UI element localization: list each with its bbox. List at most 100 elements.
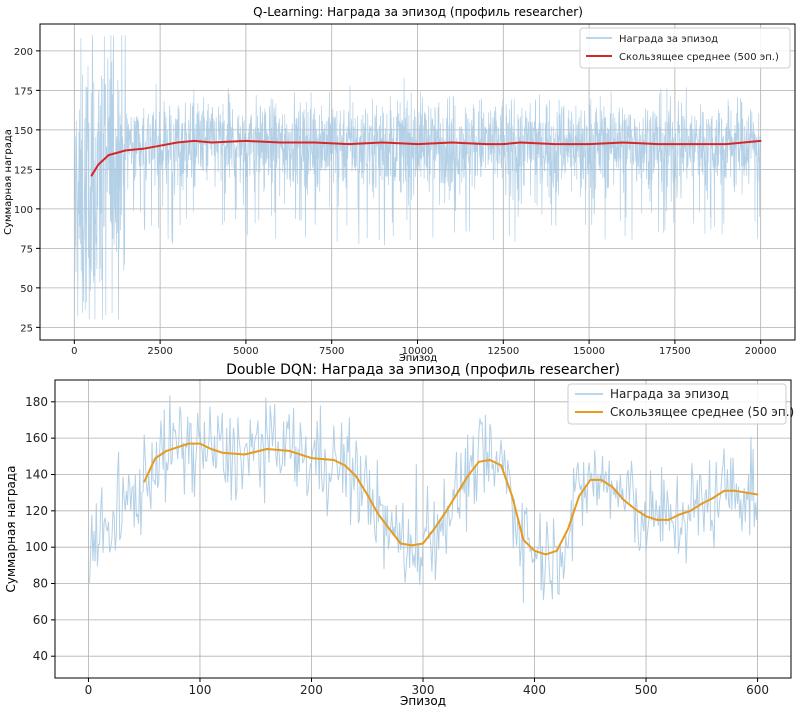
moving-average-point (382, 141, 385, 144)
y-tick-label: 120 (25, 504, 48, 518)
moving-average-point (366, 493, 369, 496)
moving-average-point (633, 508, 636, 510)
moving-average-point (210, 141, 213, 144)
legend-box (579, 27, 791, 69)
y-tick-label: 180 (25, 395, 48, 409)
legend-label-ma: Скользящее среднее (50 эп.) (610, 405, 794, 419)
moving-average-point (712, 497, 714, 500)
legend-label-ma: Скользящее среднее (500 эп.) (619, 52, 779, 63)
moving-average-point (745, 491, 748, 494)
moving-average-point (97, 163, 100, 166)
x-tick-label: 0 (71, 346, 77, 357)
y-tick-label: 125 (14, 165, 33, 176)
moving-average-point (567, 528, 569, 530)
x-tick-label: 300 (412, 683, 435, 697)
x-axis-label: Эпизод (399, 353, 437, 364)
moving-average-point (347, 143, 350, 145)
moving-average-point (142, 147, 144, 150)
moving-average-point (124, 149, 127, 152)
moving-average-series (90, 139, 762, 177)
moving-average-point (588, 143, 590, 145)
x-tick-label: 100 (189, 683, 212, 697)
moving-average-point (477, 460, 480, 463)
y-tick-labels: 40 60 80 100 120 140 160 180 (25, 395, 55, 663)
moving-average-point (107, 154, 110, 157)
moving-average-point (578, 495, 581, 498)
moving-average-point (455, 493, 458, 496)
moving-average-point (759, 140, 762, 142)
x-tick-label: 12500 (487, 346, 519, 357)
legend: Награда за эпизод Скользящее среднее (50… (579, 27, 791, 69)
y-tick-label: 160 (25, 431, 48, 445)
x-tick-labels: 0 100 200 300 400 500 600 (85, 678, 769, 697)
moving-average-point (656, 519, 659, 521)
moving-average-point (199, 442, 201, 445)
x-tick-label: 10000 (402, 346, 434, 357)
moving-average-point (511, 495, 514, 498)
y-tick-label: 200 (14, 47, 33, 58)
y-tick-label: 175 (14, 86, 33, 97)
y-axis-label: Суммарная награда (3, 129, 14, 235)
moving-average-point (502, 143, 505, 145)
y-tick-label: 75 (20, 244, 33, 255)
moving-average-point (667, 519, 670, 521)
legend: Награда за эпизод Скользящее среднее (50… (567, 383, 794, 425)
moving-average-point (187, 442, 190, 445)
y-tick-label: 140 (25, 467, 48, 481)
moving-average-point (159, 144, 162, 147)
moving-average-point (700, 502, 703, 505)
moving-average-point (332, 459, 335, 461)
moving-average-point (689, 509, 692, 512)
x-tick-label: 20000 (745, 346, 777, 357)
x-axis-label: Эпизод (400, 694, 446, 708)
x-tick-label: 500 (635, 683, 658, 697)
moving-average-point (422, 542, 424, 545)
moving-average-point (533, 549, 536, 552)
moving-average-point (176, 446, 179, 449)
moving-average-point (399, 542, 402, 545)
x-tick-label: 15000 (573, 346, 605, 357)
moving-average-point (176, 141, 179, 144)
x-tick-label: 400 (523, 683, 546, 697)
moving-average-series (143, 442, 759, 556)
moving-average-point (466, 475, 469, 478)
raw-reward-series (73, 35, 762, 320)
moving-average-point (600, 479, 603, 481)
y-tick-label: 100 (25, 540, 48, 554)
moving-average-point (622, 141, 625, 144)
moving-average-point (544, 553, 547, 556)
legend-label-raw: Награда за эпизод (610, 387, 729, 401)
moving-average-point (725, 143, 728, 145)
moving-average-point (154, 457, 157, 460)
moving-average-point (734, 489, 737, 492)
moving-average-point (243, 453, 246, 456)
moving-average-point (416, 143, 419, 145)
moving-average-point (756, 493, 759, 496)
moving-average-point (410, 544, 413, 547)
moving-average-point (622, 499, 625, 501)
moving-average-point (210, 448, 213, 450)
x-tick-labels: 0 2500 5000 7500 10000 12500 15000 17500 20000 (71, 340, 777, 357)
y-tick-label: 25 (20, 323, 33, 334)
moving-average-point (589, 479, 592, 481)
moving-average-point (143, 480, 146, 483)
raw-reward-series (88, 395, 758, 603)
moving-average-point (691, 143, 693, 145)
grid (55, 380, 791, 678)
moving-average-point (344, 464, 346, 467)
moving-average-point (377, 513, 380, 516)
x-tick-label: 0 (85, 683, 93, 697)
moving-average-point (611, 486, 614, 489)
moving-average-point (433, 528, 436, 530)
moving-average-point (678, 513, 681, 516)
double-dqn-chart: Double DQN: Награда за эпизод (профиль r… (4, 362, 794, 708)
moving-average-point (485, 143, 488, 145)
y-tick-label: 60 (33, 613, 48, 627)
moving-average-point (522, 539, 525, 541)
moving-average-point (245, 140, 247, 142)
moving-average-line (90, 139, 761, 177)
moving-average-point (193, 140, 196, 142)
moving-average-point (519, 141, 522, 144)
moving-average-point (723, 489, 725, 492)
